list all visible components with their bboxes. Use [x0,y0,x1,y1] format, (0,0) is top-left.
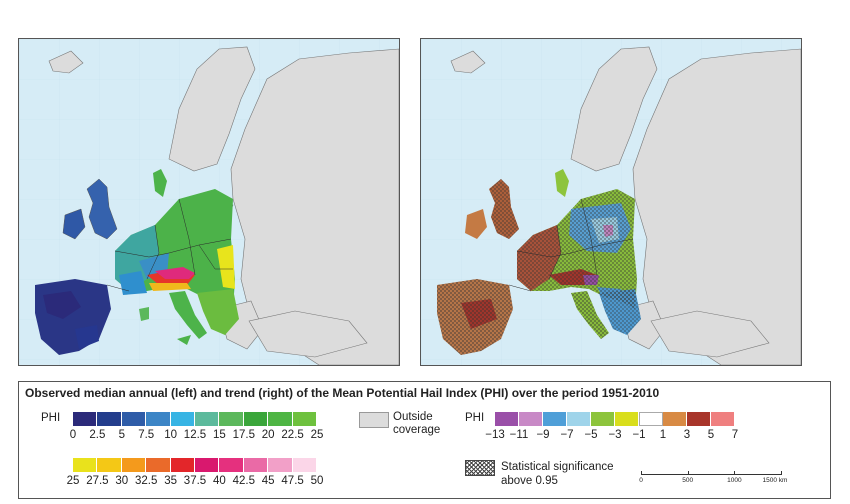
median-row1-tick-label: 25 [310,429,324,441]
median-phi-map-svg [19,39,399,365]
median-row2-tick-label: 40 [212,475,226,487]
median-row2-tick-label: 45 [261,475,275,487]
median-row2-tick-label: 50 [310,475,324,487]
median-row1-tick-label: 15 [212,429,226,441]
median-row1-swatch [97,412,122,426]
median-row2-tick-label: 35 [164,475,177,487]
trend-tick-label: −3 [608,429,622,441]
scale-bar-tick [641,471,642,475]
median-row1-swatch [292,412,317,426]
median-row2-swatch [243,458,269,472]
median-row2-swatch [268,458,293,472]
outside-coverage-land [48,46,399,365]
trend-swatch [663,412,687,426]
median-row1-swatch [73,412,98,426]
trend-tick-label: 7 [731,429,739,441]
trend-tick-label: 3 [683,429,691,441]
median-row1-tick-label: 17.5 [232,429,255,441]
median-row1-swatch [243,412,269,426]
outside-coverage-land [450,46,801,365]
median-row2-tick-label: 47.5 [281,475,304,487]
median-row1-swatch [170,412,195,426]
country-borders [508,198,634,292]
phi-label-median: PHI [41,412,61,424]
scale-bar-tick-label: 1500 km [762,477,788,484]
significance-swatch [465,460,495,476]
median-row2-swatch [292,458,317,472]
trend-tick-label: 1 [659,429,667,441]
median-row2-swatch [170,458,195,472]
trend-tick-label: −13 [485,429,505,441]
trend-phi-map-svg [421,39,801,365]
median-row1-swatch [121,412,147,426]
coverage-region [35,169,239,355]
scale-bar-tick [687,471,689,475]
median-row1-tick-label: 22.5 [281,429,304,441]
trend-tick-label: 5 [707,429,715,441]
median-row2-swatch [146,458,171,472]
median-row1-swatch [195,412,220,426]
median-row2-tick-label: 37.5 [183,475,207,487]
scale-bar: 0 500 1000 1500 km [639,470,787,488]
trend-swatch [615,412,639,426]
scale-bar-line [641,474,781,475]
median-row1-tick-label: 10 [164,429,177,441]
median-row1-swatch [268,412,293,426]
trend-swatch [687,412,711,426]
median-row2-swatch [73,458,98,472]
median-row2-swatch [97,458,122,472]
median-row2-swatch [121,458,147,472]
trend-coverage-region [437,169,641,355]
trend-swatch [495,412,519,426]
trend-tick-label: −5 [584,429,598,441]
median-row2-tick-label: 32.5 [134,475,158,487]
median-row2-swatch [219,458,244,472]
median-row2-tick-label: 30 [115,475,129,487]
median-phi-map [18,38,400,366]
country-borders [106,198,233,292]
median-row2-tick-label: 25 [66,475,80,487]
trend-tick-label: −7 [560,429,574,441]
trend-swatch [711,412,735,426]
scale-bar-tick [781,471,782,475]
trend-tick-label: −9 [536,429,550,441]
outside-coverage-swatch [359,412,389,428]
trend-swatch [591,412,615,426]
trend-swatch [519,412,543,426]
median-row2-swatch [195,458,220,472]
median-row1-tick-label: 0 [69,429,77,441]
trend-tick-label: −11 [509,429,529,441]
median-row1-tick-label: 12.5 [183,429,207,441]
scale-bar-tick [734,471,736,475]
median-row1-tick-label: 20 [261,429,275,441]
median-row1-swatch [146,412,171,426]
median-row1-tick-label: 2.5 [89,429,106,441]
scale-bar-tick-label: 500 [682,477,694,484]
significance-label: Statistical significance above 0.95 [501,461,614,487]
median-row1-swatch [219,412,244,426]
trend-swatch [543,412,567,426]
trend-tick-label: −1 [632,429,646,441]
scale-bar-tick-label: 0 [639,477,643,484]
median-row1-tick-label: 5 [118,429,125,441]
legend: Observed median annual (left) and trend … [18,381,831,499]
phi-label-trend: PHI [465,412,485,424]
legend-title: Observed median annual (left) and trend … [25,386,660,400]
scale-bar-tick-label: 1000 [727,477,742,484]
median-row2-tick-label: 42.5 [232,475,255,487]
trend-swatch [567,412,591,426]
trend-swatch [639,412,663,426]
median-row2-tick-label: 27.5 [86,475,109,487]
trend-phi-map [420,38,802,366]
outside-coverage-label: Outside coverage [393,411,441,436]
median-row1-tick-label: 7.5 [138,429,155,441]
